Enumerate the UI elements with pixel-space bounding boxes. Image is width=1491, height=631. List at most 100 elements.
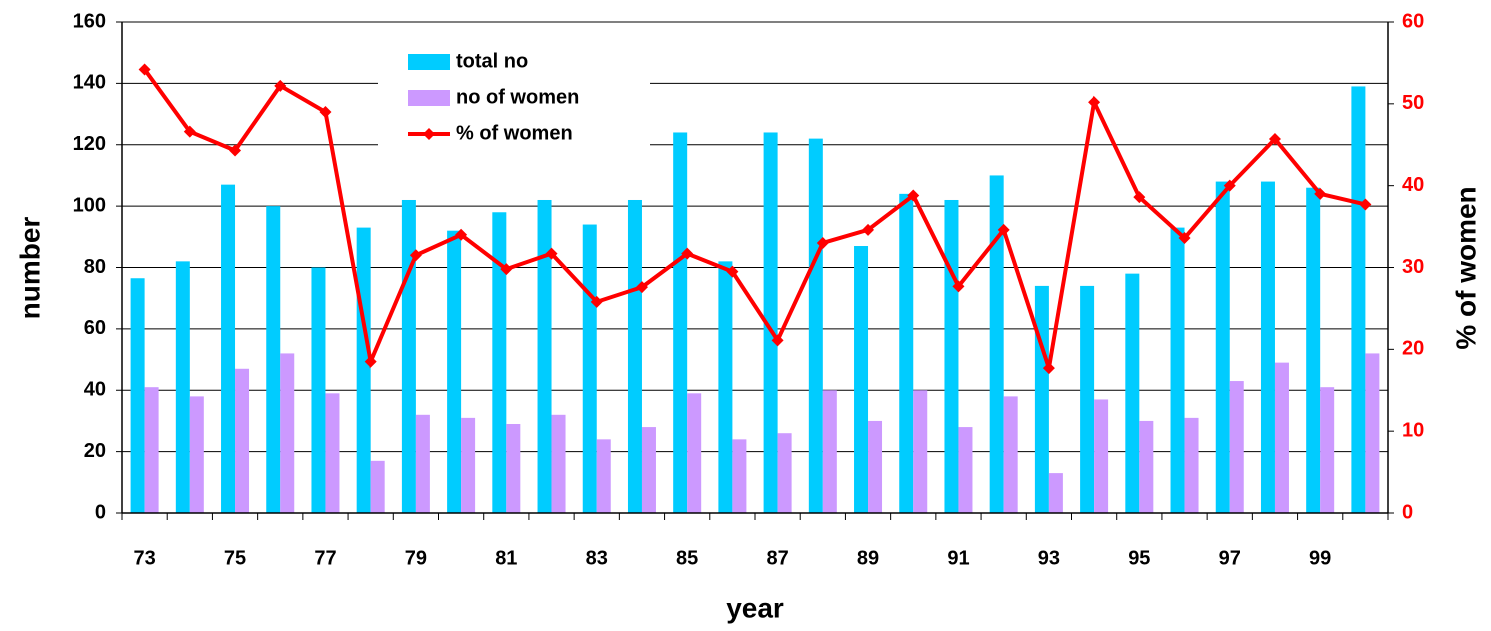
bar <box>189 396 204 513</box>
marker <box>590 295 603 308</box>
bar <box>808 138 823 514</box>
x-tick-label: 73 <box>133 547 155 569</box>
bar <box>732 439 747 513</box>
x-tick-label: 99 <box>1309 547 1331 569</box>
x-tick-label: 97 <box>1219 547 1241 569</box>
bar <box>1260 181 1275 513</box>
bar <box>506 424 521 513</box>
bar <box>144 387 159 513</box>
x-tick-label: 77 <box>314 547 336 569</box>
y2-tick-label: 10 <box>1402 419 1424 441</box>
bar <box>899 193 914 513</box>
bar <box>551 414 566 513</box>
y2-tick-label: 50 <box>1402 92 1424 114</box>
marker <box>229 144 242 157</box>
y-tick-label: 40 <box>84 379 106 401</box>
marker <box>907 189 920 202</box>
x-tick-label: 75 <box>224 547 246 569</box>
marker <box>1223 179 1236 192</box>
y-tick-label: 120 <box>73 133 106 155</box>
bar <box>401 199 416 514</box>
y2-tick-label: 20 <box>1402 338 1424 360</box>
legend-label: % of women <box>456 122 573 144</box>
bar <box>596 439 611 513</box>
bar <box>415 414 430 513</box>
y2-tick-label: 40 <box>1402 174 1424 196</box>
marker <box>1359 198 1372 211</box>
marker <box>862 223 875 236</box>
marker <box>455 228 468 241</box>
x-tick-label: 83 <box>586 547 608 569</box>
marker <box>1042 362 1055 375</box>
bar <box>582 224 597 513</box>
y-tick-label: 160 <box>73 10 106 32</box>
marker <box>771 334 784 347</box>
bar <box>1274 362 1289 513</box>
bar <box>492 212 507 513</box>
bar <box>311 267 326 513</box>
y-tick-label: 100 <box>73 194 106 216</box>
bar <box>1184 417 1199 513</box>
marker <box>726 265 739 278</box>
bar <box>673 132 688 513</box>
x-tick-label: 81 <box>495 547 517 569</box>
bar <box>356 227 371 513</box>
y-tick-label: 140 <box>73 72 106 94</box>
bar <box>1125 273 1140 513</box>
marker <box>816 236 829 249</box>
bar <box>763 132 778 513</box>
bar <box>1229 381 1244 513</box>
bar <box>868 420 883 513</box>
marker <box>952 280 965 293</box>
marker <box>1133 191 1146 204</box>
bar <box>1170 227 1185 513</box>
marker <box>1178 232 1191 245</box>
y2-tick-label: 60 <box>1402 10 1424 32</box>
bar <box>235 368 250 513</box>
bar <box>822 390 837 513</box>
bar <box>1365 353 1380 513</box>
bar <box>718 261 733 513</box>
marker <box>364 355 377 368</box>
bar <box>461 417 476 513</box>
y-tick-label: 60 <box>84 317 106 339</box>
bar <box>1080 285 1095 513</box>
bar <box>687 393 702 513</box>
marker <box>1088 96 1101 109</box>
x-tick-label: 93 <box>1038 547 1060 569</box>
x-tick-label: 85 <box>676 547 698 569</box>
marker <box>500 263 513 276</box>
bar <box>1094 399 1109 513</box>
bar <box>266 206 281 513</box>
legend-swatch <box>408 90 450 106</box>
x-tick-label: 87 <box>766 547 788 569</box>
bar <box>913 390 928 513</box>
marker <box>545 247 558 260</box>
line <box>142 68 1366 369</box>
bar <box>447 230 462 514</box>
bar <box>627 199 642 514</box>
bar <box>221 184 236 514</box>
bar <box>1306 187 1321 513</box>
y2-tick-label: 30 <box>1402 256 1424 278</box>
bar <box>641 427 656 513</box>
bar <box>1139 420 1154 513</box>
marker <box>138 63 151 76</box>
y-tick-label: 0 <box>95 501 106 523</box>
x-tick-label: 91 <box>947 547 969 569</box>
legend-swatch <box>423 128 435 140</box>
bar <box>1215 181 1230 513</box>
bar <box>1034 285 1049 513</box>
marker <box>409 249 422 262</box>
legend-label: no of women <box>456 86 579 108</box>
bar <box>958 427 973 513</box>
marker <box>997 223 1010 236</box>
bar <box>854 246 869 514</box>
y-tick-label: 20 <box>84 440 106 462</box>
bar <box>175 261 190 513</box>
bar <box>1048 473 1063 513</box>
marker <box>1314 187 1327 200</box>
bar <box>130 278 145 513</box>
marker <box>1268 133 1281 146</box>
